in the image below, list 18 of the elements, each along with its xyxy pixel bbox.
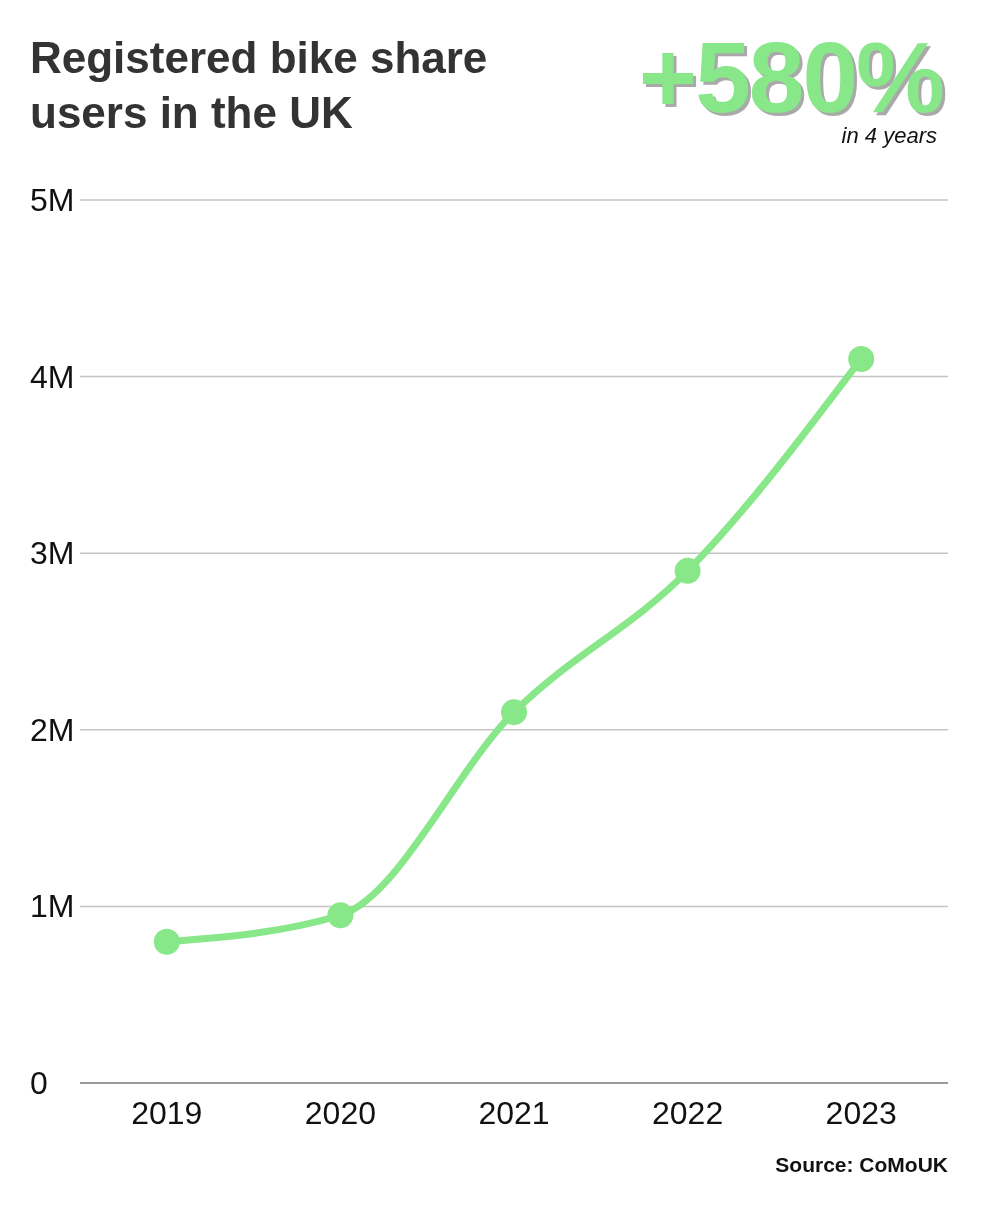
chart-title: Registered bike share users in the UK	[30, 32, 489, 139]
x-tick-label: 2021	[478, 1095, 550, 1131]
x-tick-label: 2019	[131, 1095, 203, 1131]
point	[327, 902, 354, 929]
point	[674, 557, 701, 584]
y-tick-label: 0	[30, 1065, 48, 1101]
x-tick-label: 2022	[652, 1095, 724, 1131]
x-tick-label: 2020	[304, 1095, 376, 1131]
y-tick-label: 5M	[30, 182, 75, 218]
source-note: Source: CoMoUK	[775, 1152, 948, 1178]
x-tick-label: 2023	[825, 1095, 897, 1131]
point	[153, 928, 180, 955]
y-tick-label: 1M	[30, 888, 75, 925]
y-tick-label: 2M	[30, 711, 75, 748]
point	[501, 699, 527, 726]
y-tick-label: 3M	[30, 535, 75, 572]
point	[848, 345, 875, 372]
y-tick-label: 4M	[30, 358, 75, 395]
